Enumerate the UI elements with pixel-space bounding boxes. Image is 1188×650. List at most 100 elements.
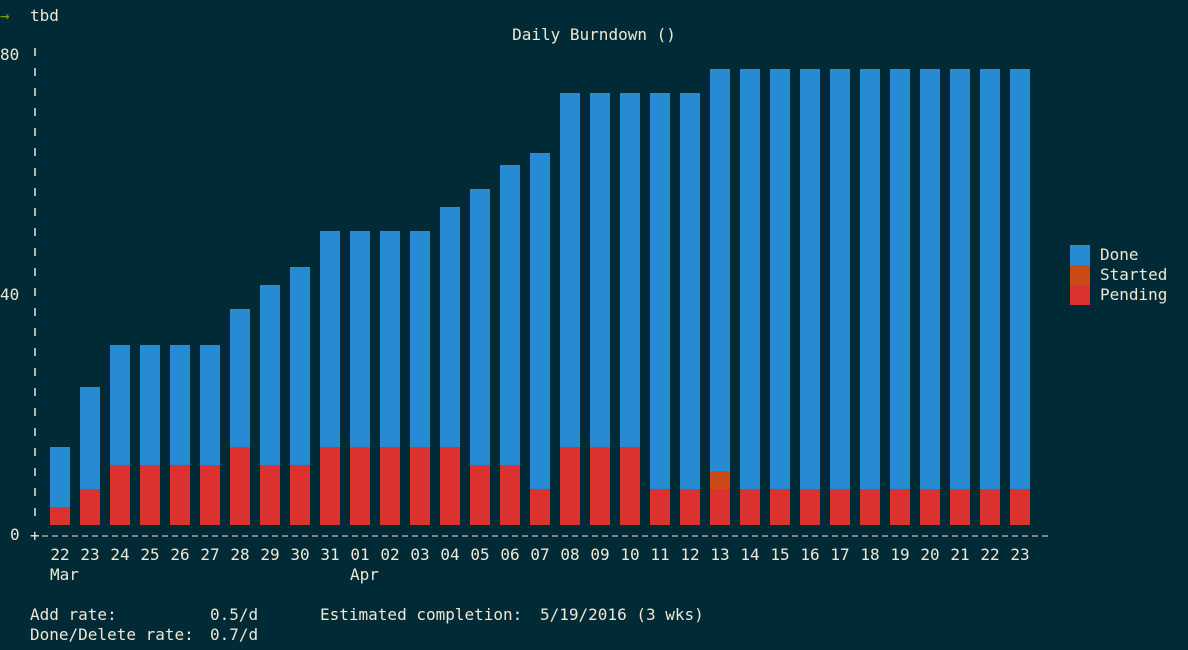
bar-segment-pending [1010,489,1030,525]
x-tick-label: 30 [290,545,309,564]
legend-swatch-pending [1070,285,1090,305]
bar-segment-pending [380,447,400,525]
x-month-label: Apr [350,565,379,584]
bar-segment-done [410,231,430,447]
bar-segment-pending [770,489,790,525]
legend-swatch-started [1070,265,1090,285]
bar-segment-done [320,231,340,447]
bar-segment-done [440,207,460,447]
x-tick-label: 13 [710,545,729,564]
x-tick-label: 02 [380,545,399,564]
bar-segment-done [980,69,1000,489]
x-tick-label: 28 [230,545,249,564]
bar-segment-pending [650,489,670,525]
x-tick-label: 09 [590,545,609,564]
x-tick-label: 20 [920,545,939,564]
bar-segment-done [530,153,550,489]
bar-segment-pending [80,489,100,525]
bar-segment-done [50,447,70,507]
bar-segment-pending [110,465,130,525]
x-tick-label: 16 [800,545,819,564]
bar-segment-done [170,345,190,465]
x-tick-label: 26 [170,545,189,564]
bar-segment-pending [860,489,880,525]
bar-segment-pending [140,465,160,525]
x-tick-label: 23 [80,545,99,564]
bar-segment-pending [950,489,970,525]
bar-segment-done [680,93,700,489]
burndown-chart: +22 23 24 25 26 27 28 29 30 31 01 02 03 04 05 06 07 08 09 1… [30,48,1048,584]
bar-segment-pending [170,465,190,525]
bar-segment-pending [500,465,520,525]
y-tick-label: 0 [10,525,20,544]
x-month-label: Mar [50,565,79,584]
x-tick-label: 19 [890,545,909,564]
bar-segment-pending [980,489,1000,525]
bar-segment-started [710,471,730,489]
legend-swatch-done [1070,245,1090,265]
bar-segment-done [620,93,640,447]
x-tick-label: 24 [110,545,129,564]
bar-segment-done [260,285,280,465]
x-tick-label: 31 [320,545,339,564]
bar-segment-pending [890,489,910,525]
legend-label-pending: Pending [1100,285,1168,304]
bar-segment-done [560,93,580,447]
bar-segment-pending [200,465,220,525]
completion-value: 5/19/2016 (3 wks) [540,605,704,624]
x-tick-label: 12 [680,545,699,564]
bar-segment-pending [260,465,280,525]
y-tick-label: 40 [0,285,20,304]
completion-label: Estimated completion: [320,605,523,624]
bar-segment-done [80,387,100,489]
bar-segment-done [770,69,790,489]
bar-segment-pending [350,447,370,525]
bar-segment-pending [830,489,850,525]
bar-segment-done [950,69,970,489]
bar-segment-done [140,345,160,465]
y-tick-label: 80 [0,45,20,64]
bar-segment-pending [50,507,70,525]
x-tick-label: 27 [200,545,219,564]
bar-segment-done [860,69,880,489]
bar-segment-done [110,345,130,465]
bar-segment-done [830,69,850,489]
axis-origin-mark: + [30,526,40,545]
done-rate-value: 0.7/d [210,625,259,644]
add-rate-value: 0.5/d [210,605,259,624]
x-tick-label: 04 [440,545,459,564]
add-rate-label: Add rate: [30,605,117,624]
x-tick-label: 22 [980,545,999,564]
legend-label-done: Done [1100,245,1139,264]
bar-segment-done [290,267,310,465]
prompt-command: tbd [30,6,59,25]
bar-segment-done [1010,69,1030,489]
bar-segment-done [380,231,400,447]
bar-segment-pending [920,489,940,525]
x-tick-label: 01 [350,545,369,564]
bar-segment-pending [590,447,610,525]
prompt-arrow-icon: → [0,6,10,25]
x-tick-label: 14 [740,545,759,564]
x-tick-label: 06 [500,545,519,564]
bar-segment-pending [800,489,820,525]
bar-segment-done [500,165,520,465]
bar-segment-done [230,309,250,447]
x-tick-label: 23 [1010,545,1029,564]
bar-segment-pending [230,447,250,525]
x-tick-label: 15 [770,545,789,564]
bar-segment-pending [290,465,310,525]
bar-segment-pending [470,465,490,525]
x-tick-label: 18 [860,545,879,564]
bar-segment-done [470,189,490,465]
x-tick-label: 08 [560,545,579,564]
bar-segment-pending [680,489,700,525]
bar-segment-done [890,69,910,489]
x-tick-label: 05 [470,545,489,564]
x-tick-label: 25 [140,545,159,564]
bar-segment-done [740,69,760,489]
bar-segment-done [920,69,940,489]
x-tick-label: 07 [530,545,549,564]
bar-segment-pending [740,489,760,525]
bar-segment-pending [710,489,730,525]
